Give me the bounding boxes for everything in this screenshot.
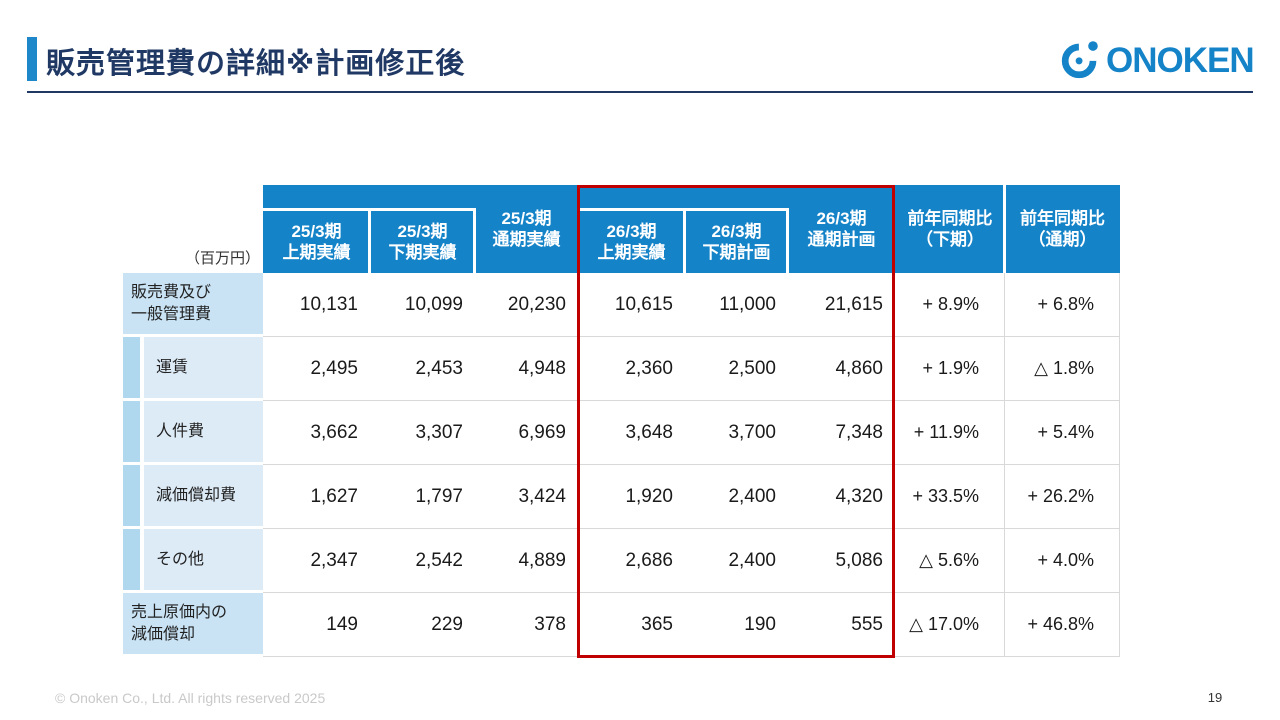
row-label-sga-total: 販売費及び 一般管理費 bbox=[123, 273, 263, 334]
table-row: 売上原価内の 減価償却 149 229 378 365 190 555 △ 17… bbox=[123, 593, 1120, 657]
yoy-cell: + 4.0% bbox=[1037, 550, 1094, 570]
value-cell: 10,615 bbox=[614, 293, 673, 315]
value-cell: 2,360 bbox=[625, 357, 673, 379]
sga-expense-table: 25/3期 上期実績 25/3期 下期実績 25/3期 通期実績 26/3期 上… bbox=[123, 185, 1120, 658]
header-cell-25-3-h2-actual: 25/3期 下期実績 bbox=[388, 222, 457, 262]
value-cell: 555 bbox=[851, 613, 883, 635]
value-cell: 20,230 bbox=[507, 293, 566, 315]
row-label-cogs-depreciation: 売上原価内の 減価償却 bbox=[123, 593, 263, 654]
value-cell: 2,347 bbox=[310, 549, 358, 571]
value-cell: 1,797 bbox=[415, 485, 463, 507]
page-number: 19 bbox=[1207, 690, 1223, 705]
value-cell: 229 bbox=[431, 613, 463, 635]
header-cell-yoy-h2: 前年同期比 （下期） bbox=[907, 209, 993, 249]
yoy-cell: + 5.4% bbox=[1037, 422, 1094, 442]
logo-text: ONOKEN bbox=[1106, 41, 1255, 80]
value-cell: 7,348 bbox=[835, 421, 883, 443]
value-cell: 4,948 bbox=[518, 357, 566, 379]
header-cell-25-3-full-year-actual: 25/3期 通期実績 bbox=[492, 209, 561, 249]
logo-mark-icon bbox=[1058, 34, 1104, 87]
table-row: 運賃 2,495 2,453 4,948 2,360 2,500 4,860 +… bbox=[123, 337, 1120, 401]
value-cell: 2,400 bbox=[728, 549, 776, 571]
value-cell: 4,320 bbox=[835, 485, 883, 507]
title-underline bbox=[27, 91, 1253, 93]
header-cell-yoy-full-year: 前年同期比 （通期） bbox=[1020, 209, 1105, 249]
value-cell: 3,700 bbox=[728, 421, 776, 443]
value-cell: 3,307 bbox=[415, 421, 463, 443]
yoy-cell: + 8.9% bbox=[922, 294, 979, 314]
row-values: 1,627 1,797 3,424 1,920 2,400 4,320 + 33… bbox=[263, 465, 1120, 529]
yoy-cell: + 6.8% bbox=[1037, 294, 1094, 314]
header-divider bbox=[1003, 185, 1006, 273]
value-cell: 365 bbox=[641, 613, 673, 635]
value-cell: 378 bbox=[534, 613, 566, 635]
table-header-band: 25/3期 上期実績 25/3期 下期実績 25/3期 通期実績 26/3期 上… bbox=[263, 185, 1120, 273]
table-row: その他 2,347 2,542 4,889 2,686 2,400 5,086 … bbox=[123, 529, 1120, 593]
yoy-cell: + 46.8% bbox=[1027, 614, 1094, 634]
row-label-depreciation: 減価償却費 bbox=[144, 465, 263, 526]
value-cell: 3,648 bbox=[625, 421, 673, 443]
value-cell: 1,920 bbox=[625, 485, 673, 507]
row-values: 3,662 3,307 6,969 3,648 3,700 7,348 + 11… bbox=[263, 401, 1120, 465]
page-title: 販売管理費の詳細※計画修正後 bbox=[46, 48, 466, 80]
value-cell: 11,000 bbox=[719, 293, 776, 315]
value-cell: 2,453 bbox=[415, 357, 463, 379]
header-divider bbox=[786, 208, 789, 273]
body-column-divider bbox=[1004, 273, 1005, 657]
value-cell: 3,662 bbox=[310, 421, 358, 443]
value-cell: 2,542 bbox=[415, 549, 463, 571]
value-cell: 149 bbox=[326, 613, 358, 635]
value-cell: 10,131 bbox=[299, 293, 358, 315]
title-accent-bar bbox=[27, 37, 37, 81]
yoy-cell: △ 5.6% bbox=[919, 550, 979, 570]
table-row: 減価償却費 1,627 1,797 3,424 1,920 2,400 4,32… bbox=[123, 465, 1120, 529]
yoy-cell: + 33.5% bbox=[912, 486, 979, 506]
company-logo: ONOKEN bbox=[1058, 34, 1255, 87]
unit-label: （百万円） bbox=[184, 250, 260, 267]
header-cell-26-3-h2-plan: 26/3期 下期計画 bbox=[702, 222, 771, 262]
row-indent-strip bbox=[123, 401, 140, 462]
yoy-cell: △ 1.8% bbox=[1034, 358, 1094, 378]
value-cell: 6,969 bbox=[518, 421, 566, 443]
value-cell: 5,086 bbox=[835, 549, 883, 571]
value-cell: 4,889 bbox=[518, 549, 566, 571]
value-cell: 190 bbox=[744, 613, 776, 635]
yoy-cell: + 1.9% bbox=[922, 358, 979, 378]
row-indent-strip bbox=[123, 337, 140, 398]
row-label-freight: 運賃 bbox=[144, 337, 263, 398]
header-cell-26-3-full-year-plan: 26/3期 通期計画 bbox=[807, 209, 876, 249]
table-row: 人件費 3,662 3,307 6,969 3,648 3,700 7,348 … bbox=[123, 401, 1120, 465]
row-values: 2,495 2,453 4,948 2,360 2,500 4,860 + 1.… bbox=[263, 337, 1120, 401]
value-cell: 2,686 bbox=[625, 549, 673, 571]
header-cell-26-3-h1-actual: 26/3期 上期実績 bbox=[597, 222, 666, 262]
value-cell: 2,500 bbox=[728, 357, 776, 379]
row-label-personnel: 人件費 bbox=[144, 401, 263, 462]
value-cell: 21,615 bbox=[824, 293, 883, 315]
value-cell: 2,400 bbox=[728, 485, 776, 507]
header-cell-25-3-h1-actual: 25/3期 上期実績 bbox=[282, 222, 351, 262]
yoy-cell: + 26.2% bbox=[1027, 486, 1094, 506]
row-values: 10,131 10,099 20,230 10,615 11,000 21,61… bbox=[263, 273, 1120, 337]
row-indent-strip bbox=[123, 465, 140, 526]
value-cell: 2,495 bbox=[310, 357, 358, 379]
row-label-other: その他 bbox=[144, 529, 263, 590]
header-divider bbox=[473, 208, 476, 273]
header-divider bbox=[368, 208, 371, 273]
value-cell: 1,627 bbox=[310, 485, 358, 507]
yoy-cell: △ 17.0% bbox=[909, 614, 979, 634]
row-indent-strip bbox=[123, 529, 140, 590]
row-values: 2,347 2,542 4,889 2,686 2,400 5,086 △ 5.… bbox=[263, 529, 1120, 593]
body-column-divider bbox=[1119, 273, 1120, 657]
row-values: 149 229 378 365 190 555 △ 17.0% + 46.8% bbox=[263, 593, 1120, 657]
header-divider bbox=[683, 208, 686, 273]
yoy-cell: + 11.9% bbox=[913, 422, 979, 442]
value-cell: 10,099 bbox=[404, 293, 463, 315]
value-cell: 3,424 bbox=[518, 485, 566, 507]
footer-copyright: © Onoken Co., Ltd. All rights reserved 2… bbox=[55, 690, 326, 706]
value-cell: 4,860 bbox=[835, 357, 883, 379]
table-row: 販売費及び 一般管理費 10,131 10,099 20,230 10,615 … bbox=[123, 273, 1120, 337]
